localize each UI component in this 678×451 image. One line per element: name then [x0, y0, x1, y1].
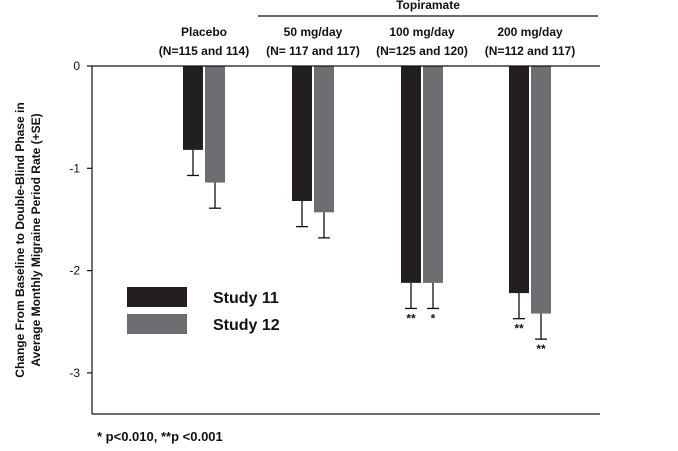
legend-label: Study 12 — [213, 317, 280, 334]
bar — [314, 66, 334, 213]
footnote: * p<0.010, **p <0.001 — [97, 429, 223, 444]
y-tick-label: -2 — [69, 264, 80, 278]
significance-mark: ** — [514, 322, 524, 336]
group-label-name: 100 mg/day — [389, 25, 455, 39]
bar — [423, 66, 443, 283]
significance-marks: ******* — [406, 311, 546, 356]
group-labels: Placebo (N=115 and 114) 50 mg/day (N= 117 a… — [159, 25, 575, 58]
y-axis-label: Change From Baseline to Double-Blind Pha… — [13, 102, 43, 377]
y-axis-label-line1: Change From Baseline to Double-Blind Pha… — [13, 102, 27, 377]
significance-mark: * — [431, 311, 436, 325]
bars — [183, 66, 551, 314]
group-label-n: (N=112 and 117) — [485, 44, 575, 58]
topiramate-header: Topiramate — [396, 0, 460, 12]
bar — [205, 66, 225, 183]
legend-swatch — [127, 314, 187, 334]
y-axis-ticks: 0 -1 -2 -3 — [69, 59, 92, 380]
group-label-name: Placebo — [181, 25, 227, 39]
legend-swatch — [127, 287, 187, 307]
bar — [401, 66, 421, 283]
error-bars — [187, 149, 547, 340]
significance-mark: ** — [406, 311, 416, 325]
group-label-n: (N=115 and 114) — [159, 44, 249, 58]
group-label-name: 200 mg/day — [497, 25, 563, 39]
bar — [183, 66, 203, 150]
bar — [509, 66, 529, 294]
legend: Study 11 Study 12 — [127, 287, 280, 334]
y-tick-label: -1 — [69, 161, 80, 175]
bar — [531, 66, 551, 314]
y-axis-label-line2: Average Monthly Migraine Period Rate (+S… — [29, 113, 43, 366]
group-label-n: (N=125 and 120) — [376, 44, 468, 58]
group-label-n: (N= 117 and 117) — [266, 44, 360, 58]
y-tick-label: 0 — [73, 59, 80, 73]
bar — [292, 66, 312, 202]
significance-mark: ** — [536, 342, 546, 356]
group-label-name: 50 mg/day — [284, 25, 343, 39]
legend-label: Study 11 — [213, 290, 279, 307]
y-tick-label: -3 — [69, 366, 80, 380]
